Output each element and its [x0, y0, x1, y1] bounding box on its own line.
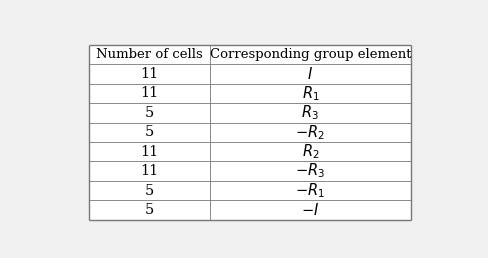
Text: 11: 11	[141, 67, 159, 81]
Text: 11: 11	[141, 145, 159, 159]
Text: $I$: $I$	[307, 66, 313, 82]
Text: $R_1$: $R_1$	[302, 84, 319, 103]
Text: 5: 5	[145, 125, 154, 139]
Text: $R_2$: $R_2$	[302, 142, 319, 161]
Text: $R_3$: $R_3$	[302, 103, 319, 122]
Text: 5: 5	[145, 106, 154, 120]
Bar	[89, 45, 411, 220]
Text: 11: 11	[141, 164, 159, 178]
Text: $-R_3$: $-R_3$	[295, 162, 325, 181]
Text: 5: 5	[145, 203, 154, 217]
Text: Number of cells: Number of cells	[96, 48, 203, 61]
Text: Corresponding group element: Corresponding group element	[210, 48, 411, 61]
Text: 5: 5	[145, 183, 154, 198]
Text: $-R_2$: $-R_2$	[295, 123, 325, 142]
Text: 11: 11	[141, 86, 159, 100]
Text: $-R_1$: $-R_1$	[295, 181, 325, 200]
Text: $-I$: $-I$	[301, 202, 320, 218]
